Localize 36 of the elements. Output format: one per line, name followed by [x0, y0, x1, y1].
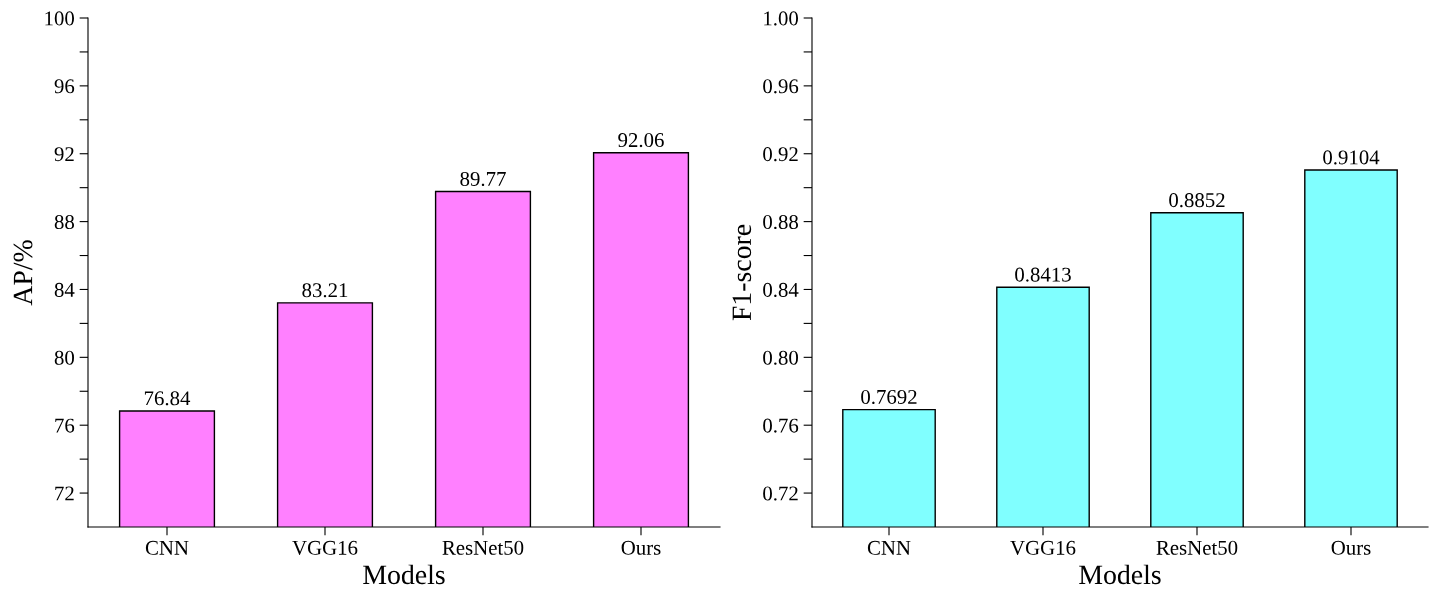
y-tick-label: 0.96	[763, 79, 799, 94]
y-tick-label: 1.00	[764, 11, 799, 26]
y-tick-label: 0.84	[763, 282, 799, 297]
y-tick-label: 80	[54, 350, 75, 365]
y-tick-label: 96	[54, 79, 75, 94]
data-label: 0.8413	[1015, 267, 1071, 282]
y-tick-label: 100	[45, 11, 75, 26]
y-tick-label: 0.76	[763, 418, 799, 433]
y-tick-label: 92	[54, 147, 74, 162]
x-tick-label: VGG16	[292, 540, 358, 555]
data-label: 83.21	[302, 283, 348, 298]
data-label: 76.84	[144, 391, 191, 406]
y-axis-title: F1-score	[732, 224, 752, 321]
y-tick-label: 0.92	[763, 147, 798, 162]
data-label: 89.77	[460, 171, 506, 187]
x-axis-title: Models	[363, 564, 445, 585]
y-tick-label: 0.72	[763, 486, 798, 501]
y-tick-label: 76	[55, 418, 75, 433]
x-tick-label: Ours	[621, 540, 661, 555]
x-tick-label: ResNet50	[442, 540, 524, 555]
x-tick-label: CNN	[867, 540, 911, 555]
x-tick-label: ResNet50	[1156, 540, 1238, 555]
x-tick-label: CNN	[145, 540, 189, 555]
x-tick-label: VGG16	[1010, 540, 1076, 555]
x-axis-title: Models	[1079, 564, 1161, 585]
x-tick-label: Ours	[1331, 540, 1371, 555]
y-tick-label: 88	[54, 214, 75, 230]
y-tick-label: 0.80	[763, 350, 799, 365]
y-axis-title: AP/%	[13, 240, 33, 306]
y-tick-label: 84	[54, 282, 75, 297]
data-label: 0.9104	[1323, 150, 1380, 165]
y-tick-label: 0.88	[763, 214, 799, 230]
data-label: 0.8852	[1169, 193, 1225, 208]
data-label: 92.06	[618, 133, 664, 148]
y-tick-label: 72	[55, 486, 74, 501]
data-label: 0.7692	[861, 389, 917, 405]
